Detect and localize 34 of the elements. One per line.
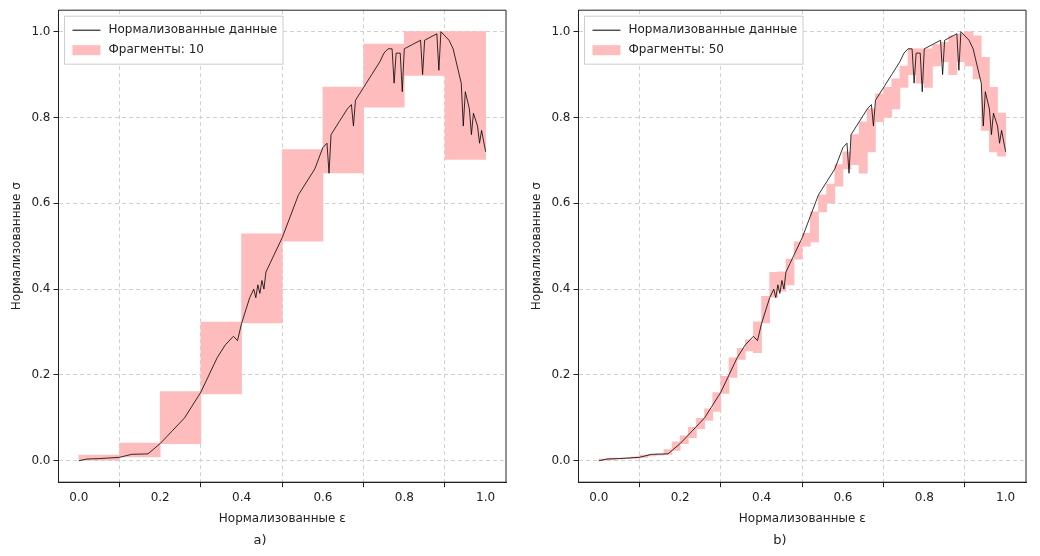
x-tick-label: 0.4 (232, 489, 252, 504)
x-tick-label: 0.4 (752, 489, 772, 504)
x-tick-label: 0.2 (670, 489, 690, 504)
x-tick-label: 0.2 (150, 489, 170, 504)
y-tick-label: 1.0 (31, 23, 51, 38)
x-tick-label: 0.6 (313, 489, 333, 504)
y-tick-label: 0.6 (31, 195, 51, 210)
y-tick-label: 0.6 (551, 195, 571, 210)
y-tick-label: 0.8 (31, 109, 51, 124)
text: a) (252, 532, 268, 547)
x-tick-label: 0.8 (394, 489, 414, 504)
y-tick-label: 0.4 (551, 281, 571, 296)
y-tick-label: 0.0 (551, 452, 571, 467)
y-tick-label: 0.8 (551, 109, 571, 124)
x-tick-label: 1.0 (996, 489, 1016, 504)
y-axis-title: Нормализованные σ (529, 181, 544, 311)
x-tick-label: 0.0 (589, 489, 609, 504)
x-axis-title: Нормализованные ε (738, 510, 866, 525)
x-tick-label: 0.0 (69, 489, 89, 504)
x-tick-label: 0.8 (914, 489, 934, 504)
y-tick-label: 0.0 (31, 452, 51, 467)
legend-label: Фрагменты: 50 (628, 42, 724, 57)
x-tick-label: 1.0 (476, 489, 496, 504)
y-axis-title: Нормализованные σ (9, 181, 24, 311)
y-tick-label: 0.4 (31, 281, 51, 296)
legend-label: Нормализованные данные (108, 22, 278, 37)
legend-label: Нормализованные данные (628, 22, 798, 37)
text: b) (772, 532, 788, 547)
y-tick-label: 0.2 (31, 367, 51, 382)
legend-label: Фрагменты: 10 (108, 42, 204, 57)
y-tick-label: 1.0 (551, 23, 571, 38)
x-tick-label: 0.6 (833, 489, 853, 504)
y-tick-label: 0.2 (551, 367, 571, 382)
x-axis-title: Нормализованные ε (218, 510, 346, 525)
